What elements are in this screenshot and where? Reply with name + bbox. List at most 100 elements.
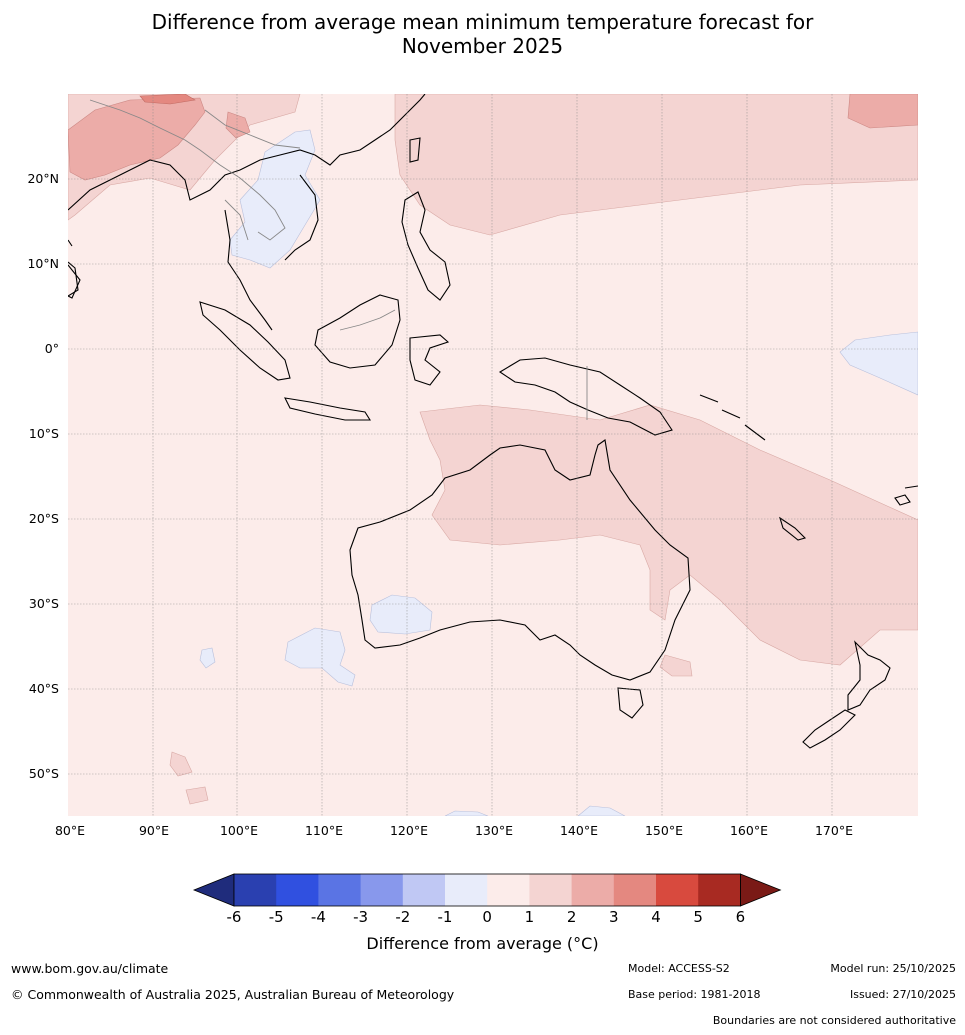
title-line-1: Difference from average mean minimum tem… [151,10,814,34]
lat-label: 20°S [29,511,59,526]
colorbar-swatch [402,874,446,906]
solomon-islands-outline [699,394,766,441]
colorbar-tick-label: 4 [651,908,661,926]
colorbar-tick-label: 1 [525,908,535,926]
nz-north-outline [847,640,891,711]
border-borneo [339,309,396,331]
lon-label: 80°E [55,823,85,838]
colorbar-extend-high [740,873,782,907]
sri-lanka-outline [68,261,79,297]
colorbar-tick-label: 2 [567,908,577,926]
longitude-labels: 80°E 90°E 100°E 110°E 120°E 130°E 140°E … [55,823,853,838]
fiji-outline [894,485,918,506]
sumatra-outline [199,301,291,381]
anomaly-region-1to2-australia [419,404,918,666]
anomaly-region-neg1to0-small [199,647,216,669]
colorbar-swatch [571,874,615,906]
anomaly-region-neg1to0-south-2 [444,810,489,816]
tasmania-outline [617,687,644,719]
colorbar-frame [233,873,741,907]
anomaly-region-neg1to0-south [577,805,626,816]
colorbar-swatch [318,874,362,906]
website-link[interactable]: www.bom.gov.au/climate [11,961,169,976]
colorbar: -6 -5 -4 -3 -2 -1 0 1 2 3 4 5 6 [192,873,782,926]
australia-outline [349,439,691,681]
border-china [204,109,301,149]
graticule [68,94,918,816]
colorbar-tick-label: -1 [438,908,453,926]
country-borders [89,99,588,420]
lon-label: 90°E [139,823,169,838]
sulawesi-outline [409,334,450,386]
nz-south-outline [802,709,856,749]
colorbar-tick-label: 3 [609,908,619,926]
lon-label: 100°E [220,823,258,838]
anomaly-region-1to2-pacific [394,94,918,236]
anomaly-region-3to4-tibet [139,94,196,105]
lat-label: 20°N [27,171,59,186]
colorbar-tick-label: -5 [269,908,284,926]
anomaly-region-2to3-himalaya [68,97,206,181]
lon-label: 170°E [815,823,853,838]
title-line-2: November 2025 [401,34,564,58]
india-tip-outline [68,239,81,299]
colorbar-tick-label: 0 [482,908,492,926]
anomaly-region-neg1to0-indochina [229,129,321,269]
colorbar-swatch [276,874,319,906]
java-outline [284,397,371,421]
colorbar-tick-label: -6 [227,908,242,926]
lat-label: 40°S [29,681,59,696]
lat-label: 50°S [29,766,59,781]
anomaly-region-neg1to0-wa [369,594,433,635]
anomaly-region-neg1to0-equatorial [839,331,918,396]
base-period: Base period: 1981-2018 [628,988,761,1001]
model-run-date: Model run: 25/10/2025 [830,962,956,975]
colorbar-tick-label: -3 [353,908,368,926]
new-caledonia-outline [779,516,807,541]
colorbar-tick-label: 5 [693,908,703,926]
colorbar-tick-label: -2 [395,908,410,926]
asia-coast-outline [68,94,426,211]
boundaries-disclaimer: Boundaries are not considered authoritat… [712,1014,956,1027]
colorbar-tick-label: -4 [311,908,326,926]
colorbar-swatch [487,874,530,906]
latitude-labels: 20°N 10°N 0° 10°S 20°S 30°S 40°S 50°S [27,171,59,781]
lat-label: 0° [45,341,59,356]
lon-label: 110°E [305,823,343,838]
colorbar-swatch [360,874,404,906]
anomaly-region-1to2-nz-east [659,654,693,677]
lat-label: 30°S [29,596,59,611]
philippines-outline [401,191,451,301]
indochina-coast-outline [224,174,319,331]
colorbar-extend-low [192,873,235,907]
model-name: Model: ACCESS-S2 [628,962,730,975]
taiwan-outline [409,137,421,163]
lon-label: 140°E [560,823,598,838]
copyright-text: © Commonwealth of Australia 2025, Austra… [11,987,455,1002]
colorbar-swatch [613,874,657,906]
coastlines [68,94,918,749]
lat-label: 10°S [29,426,59,441]
colorbar-swatch [445,874,488,906]
colorbar-swatch [529,874,573,906]
anomaly-region-2to3-east-pacific [847,94,918,129]
colorbar-tick-label: 6 [736,908,746,926]
borneo-outline [314,294,401,369]
anomaly-region-1to2-southern-ocean-2 [185,786,209,805]
colorbar-swatch [656,874,699,906]
lon-label: 160°E [730,823,768,838]
anomaly-region-neg1to0-indian-ocean [284,627,356,687]
colorbar-swatch [698,874,741,906]
lon-label: 150°E [645,823,683,838]
lon-label: 130°E [475,823,513,838]
border-indochina [224,177,286,241]
chart-title: Difference from average mean minimum tem… [0,10,965,58]
colorbar-swatch [234,874,277,906]
new-guinea-outline [498,357,673,436]
lat-label: 10°N [27,256,59,271]
issued-date: Issued: 27/10/2025 [849,988,956,1001]
lon-label: 120°E [390,823,428,838]
border-south-asia [89,99,241,179]
colorbar-label: Difference from average (°C) [366,934,599,953]
